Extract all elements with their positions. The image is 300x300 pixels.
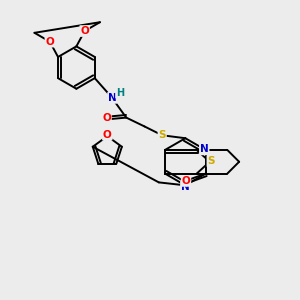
Text: O: O — [45, 37, 54, 46]
Text: O: O — [182, 176, 190, 186]
Text: N: N — [200, 144, 208, 154]
Text: O: O — [80, 26, 89, 36]
Text: H: H — [116, 88, 124, 98]
Text: S: S — [207, 156, 215, 166]
Text: N: N — [181, 182, 190, 192]
Text: O: O — [103, 130, 112, 140]
Text: N: N — [108, 93, 117, 103]
Text: S: S — [158, 130, 166, 140]
Text: O: O — [102, 113, 111, 124]
